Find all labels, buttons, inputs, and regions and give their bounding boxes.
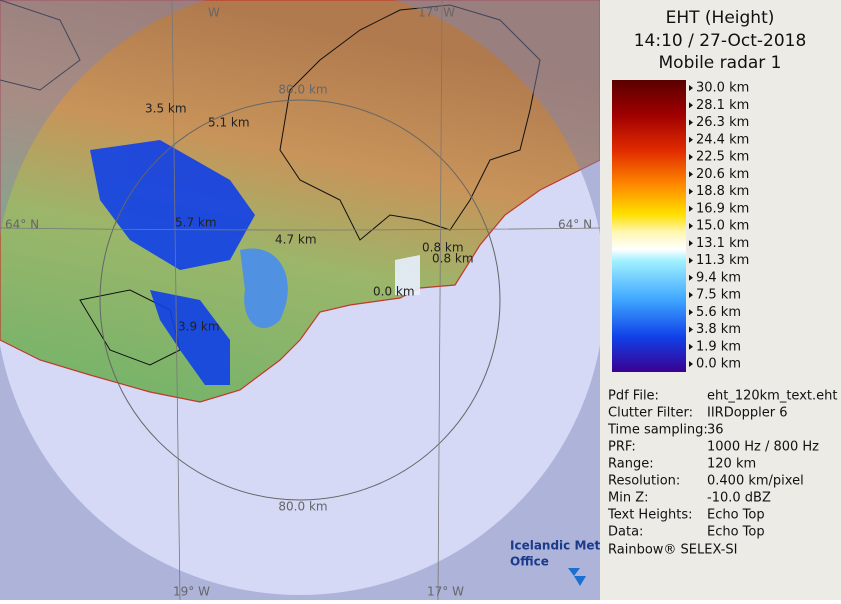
legend-label: 1.9 km bbox=[696, 339, 741, 354]
info-value: Echo Top bbox=[707, 508, 765, 523]
footer: Rainbow® SELEX-SI bbox=[608, 543, 738, 558]
legend-label: 18.8 km bbox=[696, 184, 749, 199]
legend-tick bbox=[689, 361, 693, 367]
legend-label: 20.6 km bbox=[696, 167, 749, 182]
info-key: Time sampling: bbox=[607, 423, 708, 438]
range-label: 80.0 km bbox=[278, 500, 327, 514]
logo-text: Icelandic Met bbox=[510, 539, 601, 553]
legend-tick bbox=[689, 136, 693, 143]
info-key: Clutter Filter: bbox=[608, 406, 693, 421]
legend-label: 13.1 km bbox=[696, 236, 749, 251]
info-key: Range: bbox=[608, 457, 654, 472]
latitude-label: 64° N bbox=[558, 218, 592, 232]
longitude-label: 17° W bbox=[418, 6, 455, 20]
longitude-label: 17° W bbox=[427, 585, 464, 599]
height-label: 4.7 km bbox=[275, 233, 317, 247]
info-value: IIRDoppler 6 bbox=[707, 406, 788, 421]
legend-tick bbox=[689, 223, 693, 229]
radar-echoes bbox=[90, 140, 420, 385]
info-value: 0.400 km/pixel bbox=[707, 474, 804, 489]
longitude-label: W bbox=[208, 6, 220, 20]
range-ring bbox=[99, 99, 501, 501]
height-label: 0.0 km bbox=[373, 285, 415, 299]
info-key: Data: bbox=[608, 525, 643, 540]
legend-label: 0.0 km bbox=[696, 357, 741, 372]
info-value: 1000 Hz / 800 Hz bbox=[707, 440, 819, 455]
info-key: Resolution: bbox=[608, 474, 680, 489]
legend-tick bbox=[689, 274, 693, 281]
longitude-label: 19° W bbox=[173, 585, 210, 599]
info-value: 120 km bbox=[707, 457, 756, 472]
info-value: 36 bbox=[707, 423, 724, 438]
logo-text: Office bbox=[510, 555, 549, 569]
color-scale bbox=[612, 80, 686, 372]
legend-tick bbox=[689, 154, 693, 160]
height-label: 5.1 km bbox=[208, 116, 250, 130]
legend-label: 16.9 km bbox=[696, 201, 749, 216]
height-label: 3.5 km bbox=[145, 102, 187, 116]
legend-tick bbox=[689, 102, 693, 109]
legend-tick bbox=[689, 205, 693, 212]
land bbox=[0, 0, 600, 403]
info-key: Min Z: bbox=[608, 491, 649, 506]
legend-label: 26.3 km bbox=[696, 115, 749, 130]
height-label: 0.8 km bbox=[422, 241, 464, 255]
legend-tick bbox=[689, 119, 693, 126]
info-key: Pdf File: bbox=[608, 389, 659, 404]
legend-label: 28.1 km bbox=[696, 98, 749, 113]
info-key: Text Heights: bbox=[607, 508, 693, 523]
legend: 30.0 km 28.1 km 26.3 km 24.4 km 22.5 km 20.6 … bbox=[689, 81, 749, 372]
legend-label: 3.8 km bbox=[696, 322, 741, 337]
legend-label: 5.6 km bbox=[696, 305, 741, 320]
legend-tick bbox=[689, 171, 693, 178]
legend-label: 9.4 km bbox=[696, 270, 741, 285]
map: 80.0 km 80.0 km 64° N 64° N W 17° W 19° … bbox=[0, 0, 601, 600]
legend-tick bbox=[689, 292, 693, 298]
range-label: 80.0 km bbox=[278, 83, 327, 97]
info-table: Pdf File: eht_120km_text.eht Clutter Filte… bbox=[607, 389, 837, 540]
height-label: 0.8 km bbox=[432, 252, 474, 266]
legend-tick bbox=[689, 188, 693, 195]
info-value: Echo Top bbox=[707, 525, 765, 540]
height-label: 3.9 km bbox=[178, 320, 220, 334]
panel-title: EHT (Height) bbox=[666, 8, 775, 28]
legend-tick bbox=[689, 257, 693, 264]
panel-radar: Mobile radar 1 bbox=[659, 53, 782, 73]
legend-tick bbox=[689, 343, 693, 350]
info-value: -10.0 dBZ bbox=[707, 491, 771, 506]
legend-label: 22.5 km bbox=[696, 150, 749, 165]
legend-label: 24.4 km bbox=[696, 132, 749, 147]
legend-tick bbox=[689, 326, 693, 333]
info-value: eht_120km_text.eht bbox=[707, 389, 837, 404]
legend-tick bbox=[689, 309, 693, 316]
latitude-label: 64° N bbox=[5, 218, 39, 232]
legend-label: 15.0 km bbox=[696, 219, 749, 234]
legend-label: 30.0 km bbox=[696, 81, 749, 96]
legend-tick bbox=[689, 85, 693, 91]
panel-time: 14:10 / 27-Oct-2018 bbox=[634, 31, 807, 51]
logo-mark bbox=[568, 568, 586, 586]
height-label: 5.7 km bbox=[175, 216, 217, 230]
info-key: PRF: bbox=[608, 440, 636, 455]
graticule bbox=[0, 0, 600, 600]
legend-label: 11.3 km bbox=[696, 253, 749, 268]
legend-tick bbox=[689, 240, 693, 247]
legend-label: 7.5 km bbox=[696, 288, 741, 303]
